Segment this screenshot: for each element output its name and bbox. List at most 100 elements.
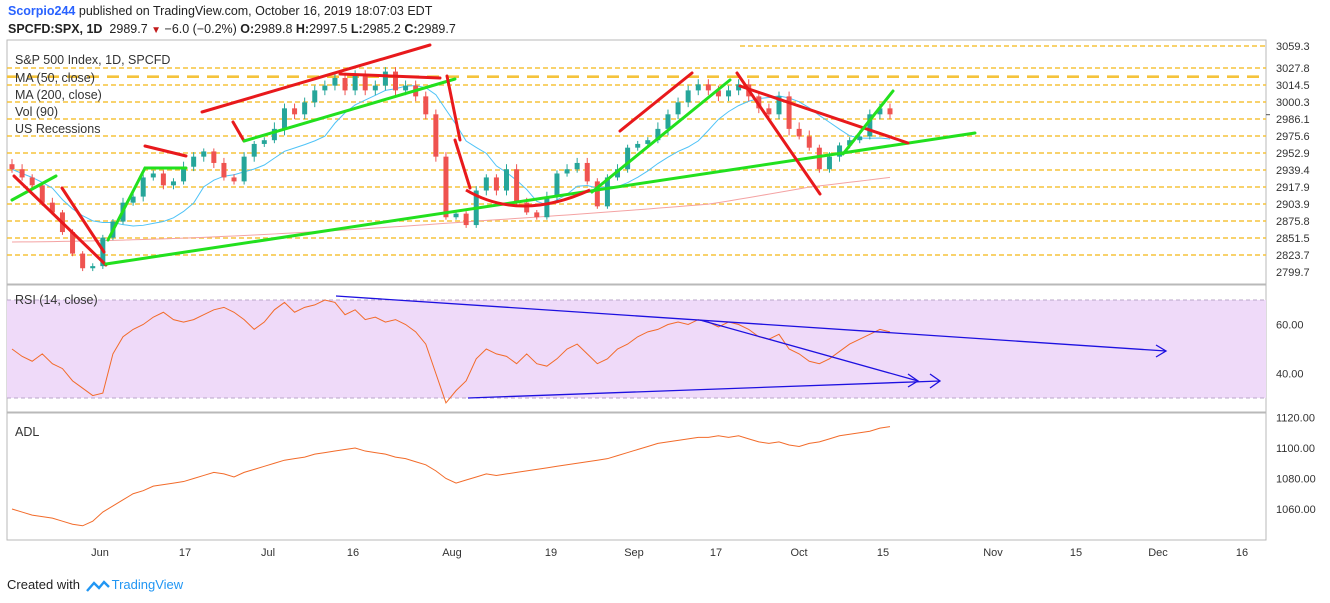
candle-body	[837, 145, 843, 157]
candle-body	[806, 136, 812, 148]
price-tick-label: 2952.9	[1276, 148, 1310, 160]
support-line	[242, 77, 457, 143]
trend-drawings[interactable]	[10, 43, 977, 267]
candle-body	[322, 85, 328, 91]
candle-body	[392, 71, 398, 91]
x-tick-label: 17	[179, 547, 191, 559]
rsi-arrow-icon	[1155, 344, 1168, 358]
candle-body	[170, 181, 176, 186]
price-tick-label: 2939.4	[1276, 165, 1310, 177]
candle-body	[281, 108, 287, 129]
candle-body	[483, 177, 489, 191]
rsi-tick-label: 60.00	[1276, 320, 1304, 332]
candle-body	[29, 177, 35, 186]
author-name[interactable]: Scorpio244	[8, 4, 76, 18]
candle-body	[372, 85, 378, 91]
candle-body	[39, 185, 45, 203]
rsi-trend-line	[335, 295, 1167, 352]
low-label: L:	[350, 22, 363, 36]
tradingview-link[interactable]: TradingView	[111, 577, 184, 592]
resistance-line	[445, 74, 462, 142]
axes: 3059.3 3027.8 3014.5 3000.3 2986.1 2975.6 2952…	[91, 41, 1316, 559]
price-tick-label: 3059.3	[1276, 41, 1310, 53]
candle-body	[352, 75, 358, 91]
candle-body	[534, 212, 540, 218]
candle-body	[221, 162, 227, 178]
support-line	[106, 166, 147, 242]
candle-body	[887, 108, 893, 115]
x-tick-label: Dec	[1148, 547, 1168, 559]
candle-body	[544, 196, 550, 218]
x-tick-label: 17	[710, 547, 722, 559]
candle-body	[181, 166, 187, 182]
candle-body	[554, 173, 560, 197]
adl-tick-label: 1060.00	[1276, 504, 1316, 516]
candle-body	[19, 169, 25, 178]
support-line	[590, 78, 732, 194]
legend-title: S&P 500 Index, 1D, SPCFD	[15, 53, 170, 67]
candle-body	[857, 136, 863, 141]
x-tick-label: 15	[877, 547, 889, 559]
adl-title: ADL	[15, 425, 39, 439]
close-value: 2989.7	[417, 22, 456, 36]
resistance-line	[60, 186, 106, 254]
price-tick-label: 2875.8	[1276, 216, 1310, 228]
ma200-line	[11, 176, 891, 243]
down-arrow-icon: ▼	[151, 25, 162, 36]
candle-body	[625, 147, 631, 170]
adl-pane-frame	[6, 412, 1267, 541]
low-value: 2985.2	[362, 22, 401, 36]
candle-body	[423, 96, 429, 115]
candle-body	[604, 177, 610, 207]
ohlc-bar: SPCFD:SPX, 1D 2989.7 ▼ −6.0 (−0.2%) O:29…	[8, 22, 456, 36]
candle-body	[241, 156, 247, 182]
candle-body	[615, 169, 621, 178]
candle-body	[312, 90, 318, 103]
candle-body	[191, 156, 197, 167]
candle-body	[160, 173, 166, 186]
publish-info: Scorpio244 published on TradingView.com,…	[8, 4, 432, 18]
candle-body	[715, 90, 721, 97]
candle-body	[70, 232, 76, 254]
x-tick-label: Jul	[261, 547, 275, 559]
footer: Created with TradingView	[7, 577, 183, 593]
rsi-trend-line	[467, 380, 941, 399]
adl-line	[11, 426, 891, 527]
support-line	[104, 131, 977, 266]
x-tick-label: 15	[1070, 547, 1082, 559]
price-tick-label: 2903.9	[1276, 199, 1310, 211]
candle-body	[645, 140, 651, 144]
price-tick-label: 3027.8	[1276, 63, 1310, 75]
candle-body	[49, 202, 55, 213]
candle-body	[766, 108, 772, 115]
candle-body	[140, 177, 146, 197]
candle-body	[786, 96, 792, 129]
rsi-pane	[7, 295, 1266, 404]
candle-body	[382, 71, 388, 86]
candle-body	[231, 177, 237, 182]
candle-body	[201, 151, 207, 157]
price-tick-label: 2986.1	[1276, 114, 1310, 126]
legend-ma200: MA (200, close)	[15, 88, 102, 102]
resistance-curve	[465, 188, 591, 208]
adl-tick-label: 1080.00	[1276, 474, 1316, 486]
price-tick-label: 2975.6	[1276, 131, 1310, 143]
rsi-band	[7, 300, 1266, 398]
candle-body	[433, 114, 439, 157]
candle-body	[80, 253, 86, 269]
candle-body	[271, 128, 277, 141]
symbol-label: SPCFD:SPX, 1D	[8, 22, 103, 36]
rsi-line	[11, 299, 891, 404]
candle-body	[150, 173, 156, 178]
resistance-line	[12, 174, 108, 267]
resistance-line	[143, 144, 188, 158]
candle-body	[463, 213, 469, 226]
candle-body	[826, 156, 832, 170]
x-tick-label: Nov	[983, 547, 1003, 559]
price-tick-label: 2851.5	[1276, 233, 1310, 245]
candle-body	[705, 84, 711, 91]
high-label: H:	[295, 22, 310, 36]
candle-body	[504, 169, 510, 191]
candle-body	[514, 169, 520, 203]
